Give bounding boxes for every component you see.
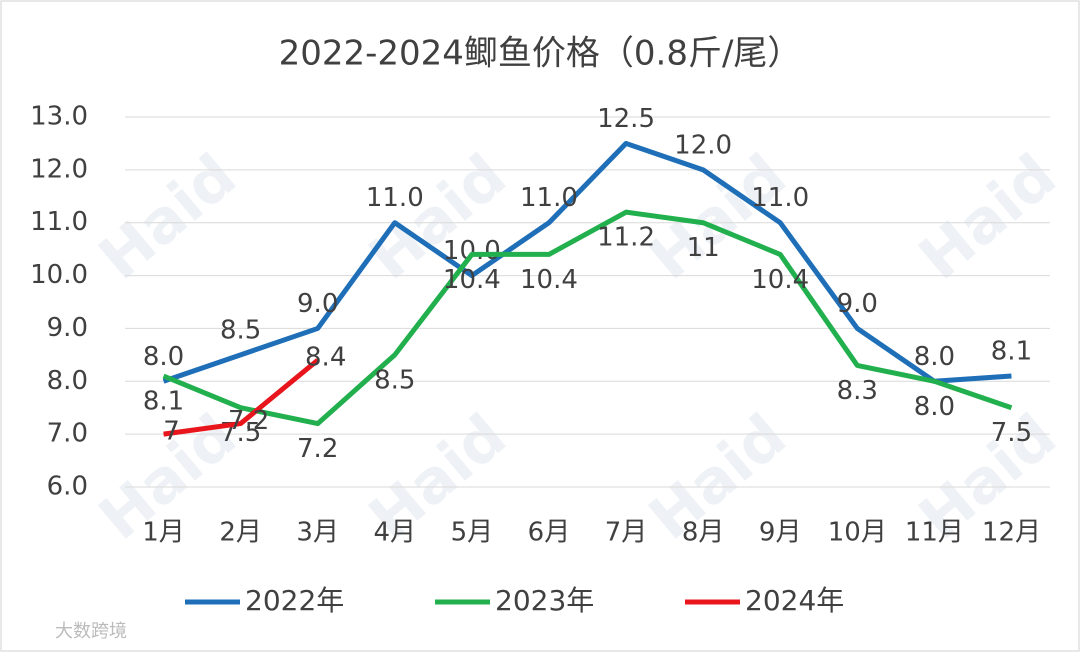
data-label: 12.5 [597,104,655,134]
data-label: 9.0 [297,289,338,319]
y-tick-label: 7.0 [47,419,88,449]
data-label: 8.5 [220,315,261,345]
y-tick-label: 13.0 [30,102,88,132]
data-label: 8.0 [914,342,955,372]
legend-label: 2022年 [245,584,344,617]
data-label: 8.1 [143,387,184,417]
y-tick-label: 11.0 [30,207,88,237]
data-label: 10.4 [520,265,578,295]
data-label: 8.0 [914,392,955,422]
x-tick-label: 2月 [219,518,262,548]
data-label: 11.2 [597,223,655,253]
x-tick-label: 11月 [905,518,964,548]
x-tick-label: 12月 [982,518,1041,548]
data-label: 8.1 [991,337,1032,367]
x-tick-label: 3月 [296,518,339,548]
data-label: 11 [687,233,720,263]
x-tick-label: 6月 [528,518,571,548]
line [162,209,1013,427]
data-label: 10.0 [443,236,501,266]
data-label: 10.4 [443,265,501,295]
data-label: 8.3 [837,376,878,406]
chart-title: 2022-2024鲫鱼价格（0.8斤/尾） [279,34,802,74]
data-label: 11.0 [366,183,424,213]
x-tick-label: 10月 [828,518,887,548]
x-tick-label: 5月 [451,518,494,548]
x-tick-label: 1月 [142,518,185,548]
legend-label: 2023年 [495,584,594,617]
data-label: 8.4 [305,343,346,373]
data-label: 9.0 [837,289,878,319]
data-label: 11.0 [751,183,809,213]
line [163,358,320,437]
y-tick-label: 9.0 [47,313,88,343]
data-label: 11.0 [520,183,578,213]
data-label: 7 [163,417,180,447]
data-label: 10.4 [751,265,809,295]
y-tick-label: 6.0 [47,472,88,502]
y-tick-label: 12.0 [30,154,88,184]
data-label: 8.5 [374,365,415,395]
legend-label: 2024年 [745,584,844,617]
x-tick-label: 4月 [374,518,417,548]
data-label: 7.2 [228,406,269,436]
data-label: 8.0 [143,342,184,372]
x-tick-label: 7月 [605,518,648,548]
x-tick-label: 8月 [682,518,725,548]
data-label: 7.2 [297,434,338,464]
x-tick-label: 9月 [759,518,802,548]
data-label: 7.5 [991,418,1032,448]
data-label: 12.0 [674,130,732,160]
line [162,140,1012,384]
y-tick-label: 10.0 [30,260,88,290]
y-tick-label: 8.0 [47,366,88,396]
watermark: 大数跨境 [55,621,127,642]
